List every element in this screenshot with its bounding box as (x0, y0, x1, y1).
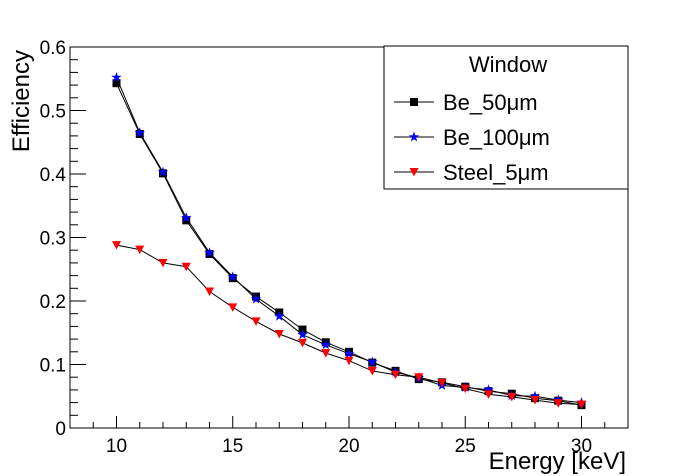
x-tick-label: 10 (106, 436, 127, 457)
data-point (251, 317, 261, 326)
series-3 (112, 241, 586, 410)
data-point (205, 287, 214, 296)
data-point (391, 370, 400, 380)
legend-title: Window (469, 52, 547, 77)
data-point (367, 356, 378, 367)
x-tick-label: 15 (222, 436, 243, 457)
data-point (484, 390, 493, 399)
data-point (135, 245, 145, 255)
y-tick-label: 0.1 (40, 356, 66, 377)
data-point (367, 366, 377, 376)
data-point (483, 384, 494, 395)
legend-entry: Be_100μm (394, 125, 550, 150)
y-axis-label: Efficiency (8, 50, 35, 152)
data-point (274, 330, 284, 339)
legend: Window Be_50μm Be_100μm Steel_5μm (383, 45, 629, 190)
legend-label: Steel_5μm (443, 160, 549, 185)
data-point (228, 303, 238, 312)
data-point (181, 212, 192, 223)
data-point (111, 71, 122, 82)
data-point (227, 271, 238, 282)
data-point (298, 338, 307, 348)
x-tick-label: 20 (338, 436, 359, 457)
data-point (158, 258, 168, 268)
data-point (250, 293, 262, 304)
data-point (321, 349, 331, 358)
legend-label: Be_100μm (443, 125, 550, 150)
x-axis-label: Energy [keV] (489, 448, 626, 475)
data-point (112, 241, 121, 250)
x-tick-label: 30 (571, 436, 592, 457)
data-point (134, 127, 145, 138)
data-point (577, 400, 586, 410)
data-point (157, 166, 169, 177)
legend-box (383, 45, 629, 190)
legend-entries: Be_50μm Be_100μm Steel_5μm (394, 90, 550, 185)
data-point (343, 348, 355, 359)
data-point (414, 373, 424, 382)
data-point (460, 384, 470, 394)
data-point (320, 339, 331, 350)
data-point (529, 390, 541, 401)
data-point (344, 356, 354, 366)
legend-entry: Steel_5μm (394, 160, 549, 185)
data-point (274, 310, 285, 321)
data-point (530, 396, 540, 405)
data-point (182, 216, 191, 225)
data-point (204, 247, 215, 258)
legend-entry: Be_50μm (394, 90, 538, 115)
y-tick-label: 0.2 (40, 292, 66, 313)
y-tick-label: 0.4 (40, 165, 67, 186)
legend-marker (410, 98, 418, 106)
data-point (437, 378, 447, 388)
y-tick-label: 0.6 (40, 38, 66, 59)
y-tick-label: 0.5 (40, 102, 66, 123)
axis-ticks: 10 15 20 25 30 0 0.1 0.2 0.3 0.4 0.5 0.6 (40, 38, 629, 457)
y-tick-label: 0 (55, 419, 66, 440)
x-tick-label: 25 (455, 436, 476, 457)
y-tick-label: 0.3 (40, 229, 66, 250)
series-layer (111, 71, 587, 410)
legend-label: Be_50μm (443, 90, 538, 115)
data-point (112, 79, 121, 88)
data-point (181, 262, 191, 272)
data-point (507, 392, 517, 402)
data-point (297, 329, 308, 340)
legend-marker (408, 131, 420, 142)
data-point (553, 399, 563, 408)
legend-marker (409, 168, 419, 177)
